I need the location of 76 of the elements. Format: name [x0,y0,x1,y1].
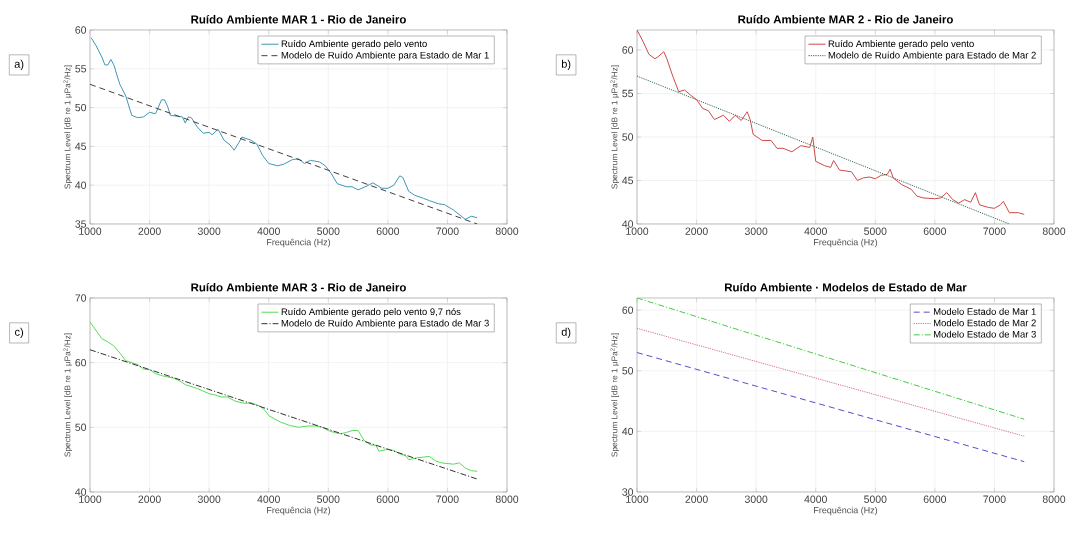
x-tick-label: 4000 [804,227,827,235]
x-tick-label: 5000 [317,227,340,235]
chart-title: Ruído Ambiente MAR 2 - Rio de Janeiro [738,14,953,24]
x-tick-label: 3000 [197,227,221,235]
x-axis-title: Frequência (Hz) [814,506,878,516]
y-tick-label: 60 [622,306,634,314]
x-tick-label: 1000 [79,495,102,503]
x-tick-label: 6000 [376,227,400,235]
x-axis-title: Frequência (Hz) [267,238,331,248]
legend-label: Modelo Estado de Mar 3 [933,330,1036,338]
y-tick-label: 50 [622,367,634,375]
text: d) [561,327,571,338]
y-tick-label: 40 [75,181,87,189]
legend-label: Modelo Estado de Mar 1 [933,307,1036,315]
x-axis-title: Frequência (Hz) [814,238,878,248]
x-tick-label: 5000 [864,227,887,235]
y-tick-label: 50 [75,103,87,112]
chart-title: Ruído Ambiente MAR 1 - Rio de Janeiro [191,14,406,24]
y-tick-label: 60 [75,358,87,367]
x-tick-label: 1000 [79,227,102,235]
x-tick-label: 8000 [495,227,519,235]
chart-title: Ruído Ambiente MAR 3 - Rio de Janeiro [191,282,406,292]
x-tick-label: 4000 [257,227,280,235]
x-tick-label: 8000 [1042,227,1066,235]
x-tick-label: 2000 [138,495,161,503]
y-axis-title: Spectrum Level [dB re 1 μPa$^{2}$/Hz] [63,65,73,189]
x-tick-label: 7000 [983,495,1006,503]
y-tick-label: 40 [75,488,87,496]
y-tick-label: 35 [75,220,87,228]
y-tick-label: 45 [75,142,87,151]
y-tick-label: 50 [75,423,87,432]
x-tick-label: 8000 [495,495,519,503]
y-tick-label: 40 [622,220,634,228]
y-axis-title: Spectrum Level [dB re 1 μPa$^{2}$/Hz] [610,333,620,457]
x-tick-label: 2000 [685,227,708,235]
text: a) [14,59,24,71]
y-tick-label: 55 [622,89,634,98]
x-tick-label: 7000 [436,495,459,503]
x-axis-title: Frequência (Hz) [267,506,331,516]
y-axis-title: Spectrum Level [dB re 1 μPa$^{2}$/Hz] [610,65,620,189]
legend-label: Modelo Estado de Mar 2 [933,319,1036,327]
y-tick-label: 50 [622,133,634,141]
y-tick-label: 45 [622,176,634,185]
x-tick-label: 2000 [685,495,708,503]
x-tick-label: 6000 [376,495,400,503]
text: b) [561,59,571,70]
legend-label: Modelo de Ruído Ambiente para Estado de Mar 1 [281,51,489,61]
legend-label: Ruído Ambiente gerado pelo vento [828,39,974,49]
legend-label: Modelo de Ruído Ambiente para Estado de Mar 2 [828,51,1036,61]
y-tick-label: 70 [75,294,87,302]
y-tick-label: 30 [622,488,634,496]
x-tick-label: 8000 [1042,495,1066,503]
y-tick-label: 60 [622,46,634,54]
x-tick-label: 3000 [197,495,221,503]
x-tick-label: 4000 [257,495,280,503]
y-tick-label: 40 [622,427,634,436]
x-tick-label: 3000 [744,227,768,235]
chart-title: Ruído Ambiente · Modelos de Estado de Mar [725,282,967,292]
x-tick-label: 5000 [317,495,340,503]
x-tick-label: 5000 [864,495,887,503]
x-tick-label: 3000 [744,495,768,503]
x-tick-label: 2000 [138,227,161,235]
x-tick-label: 6000 [923,495,947,503]
y-axis-title: Spectrum Level [dB re 1 μPa$^{2}$/Hz] [63,333,73,457]
legend-label: Modelo de Ruído Ambiente para Estado de Mar 3 [281,319,489,329]
legend-label: Ruído Ambiente gerado pelo vento 9,7 nós [281,307,461,317]
x-tick-label: 1000 [626,227,649,235]
x-tick-label: 7000 [983,227,1006,235]
x-tick-label: 7000 [436,227,459,235]
x-tick-label: 6000 [923,227,947,235]
y-tick-label: 55 [75,65,87,73]
x-tick-label: 4000 [804,495,827,503]
text: c) [15,327,23,339]
legend-label: Ruído Ambiente gerado pelo vento [281,39,427,49]
y-tick-label: 60 [75,26,87,34]
x-tick-label: 1000 [626,495,649,503]
